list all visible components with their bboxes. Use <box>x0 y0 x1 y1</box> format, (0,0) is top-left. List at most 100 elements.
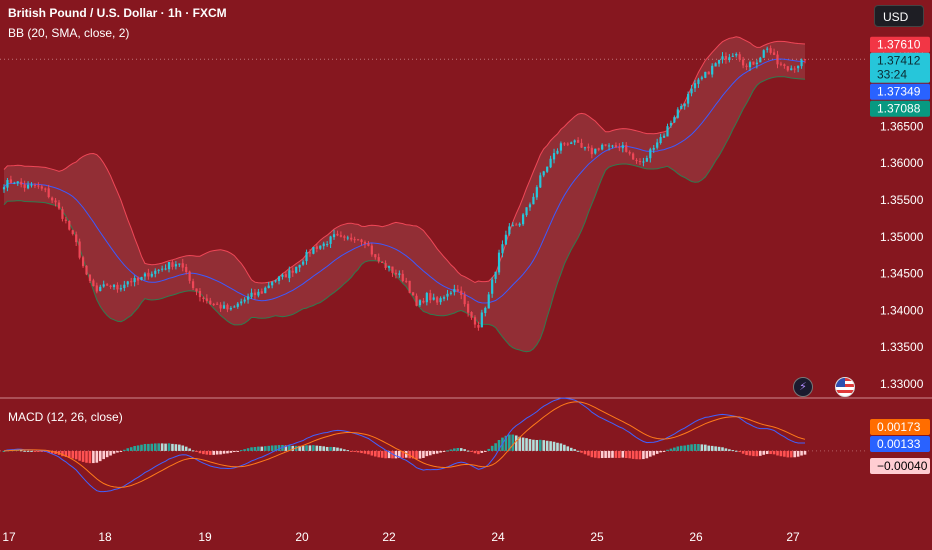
candle <box>271 281 274 289</box>
macd-histogram-bar <box>714 446 717 451</box>
candle-body <box>64 219 67 221</box>
candle-body <box>257 291 260 296</box>
macd-legend[interactable]: MACD (12, 26, close) <box>8 410 123 424</box>
lightning-icon[interactable]: ⚡ <box>793 377 813 397</box>
candle-body <box>525 207 528 216</box>
macd-histogram-bar <box>367 450 370 455</box>
macd-histogram-bar <box>487 448 491 451</box>
macd-tag: 0.00173 <box>870 419 930 435</box>
candle-body <box>645 157 648 162</box>
us-flag-icon[interactable] <box>835 377 855 397</box>
candle <box>411 291 415 296</box>
candle-body <box>649 149 652 159</box>
macd-tag: 0.00133 <box>870 436 930 452</box>
candle-body <box>298 264 301 268</box>
candle-body <box>119 288 122 290</box>
candle-body <box>95 285 98 292</box>
candle-body <box>75 234 78 243</box>
currency-button[interactable]: USD <box>874 5 924 27</box>
macd-histogram-bar <box>545 440 549 451</box>
candle <box>470 311 473 320</box>
candle <box>119 284 122 292</box>
macd-histogram-bar <box>525 438 528 451</box>
candle-body <box>594 148 597 154</box>
candle-body <box>497 252 501 273</box>
macd-histogram-bar <box>98 450 102 462</box>
candle-body <box>676 109 679 118</box>
macd-histogram-bar <box>432 450 436 455</box>
candle-body <box>742 59 745 66</box>
candle-body <box>329 236 332 244</box>
macd-histogram-bar <box>267 445 271 451</box>
candle-body <box>171 262 174 267</box>
macd-histogram-bar <box>215 450 219 455</box>
candle-body <box>236 303 239 307</box>
candle <box>26 181 30 190</box>
candle-body <box>580 142 583 148</box>
macd-histogram-bar <box>724 448 728 451</box>
candle <box>786 65 789 72</box>
symbol-legend[interactable]: British Pound / U.S. Dollar · 1h · FXCM <box>8 6 227 20</box>
candle <box>611 144 614 149</box>
macd-histogram-bar <box>356 450 360 453</box>
candle <box>181 258 184 272</box>
candle <box>535 185 538 200</box>
candle-body <box>288 270 291 279</box>
macd-histogram-bar <box>61 450 64 457</box>
candle <box>253 288 257 300</box>
candle <box>363 240 367 249</box>
candle <box>707 71 710 75</box>
macd-histogram-bar <box>645 450 649 459</box>
macd-histogram-bar <box>673 447 676 451</box>
candle <box>662 133 666 138</box>
candle-body <box>178 263 181 265</box>
candle <box>332 229 336 240</box>
candle-body <box>577 140 580 143</box>
candle-body <box>391 266 394 273</box>
candle <box>717 59 721 67</box>
candle-body <box>422 300 425 303</box>
macd-histogram-bar <box>37 450 40 452</box>
bb-legend[interactable]: BB (20, SMA, close, 2) <box>8 26 129 40</box>
candle <box>508 223 511 236</box>
macd-histogram-bar <box>373 450 377 457</box>
candle-body <box>243 299 246 302</box>
candle-body <box>57 202 61 209</box>
macd-histogram-bar <box>618 450 621 458</box>
candle-body <box>301 261 305 265</box>
candle <box>301 259 305 266</box>
candle <box>284 270 287 278</box>
candle <box>274 279 277 283</box>
candle <box>99 284 102 292</box>
macd-histogram-bar <box>105 450 109 458</box>
time-tick-label: 19 <box>198 530 212 544</box>
candle-body <box>800 59 803 67</box>
candle-body <box>669 122 673 126</box>
candle-body <box>219 304 222 309</box>
candle <box>233 305 236 308</box>
time-tick-label: 18 <box>98 530 112 544</box>
candle-body <box>150 273 153 277</box>
macd-histogram-bar <box>181 445 185 451</box>
candle <box>30 182 33 188</box>
candle <box>590 145 593 159</box>
candle <box>401 270 404 283</box>
macd-histogram-bar <box>243 449 246 451</box>
macd-histogram-bar <box>160 443 164 451</box>
candle-body <box>250 292 253 297</box>
candle <box>532 193 535 205</box>
macd-histogram-bar <box>796 450 800 457</box>
price-tick-label: 1.34500 <box>880 267 924 281</box>
candle-body <box>504 234 508 245</box>
candle-body <box>33 184 37 186</box>
candle <box>88 274 92 284</box>
macd-histogram-bar <box>339 448 343 451</box>
candle-body <box>133 278 136 283</box>
bb-lower-line <box>3 76 806 353</box>
macd-histogram-bar <box>573 449 576 451</box>
macd-histogram-bar <box>164 443 167 451</box>
macd-histogram-bar <box>64 450 68 457</box>
macd-histogram-bar <box>226 450 229 454</box>
candle-body <box>130 281 133 283</box>
